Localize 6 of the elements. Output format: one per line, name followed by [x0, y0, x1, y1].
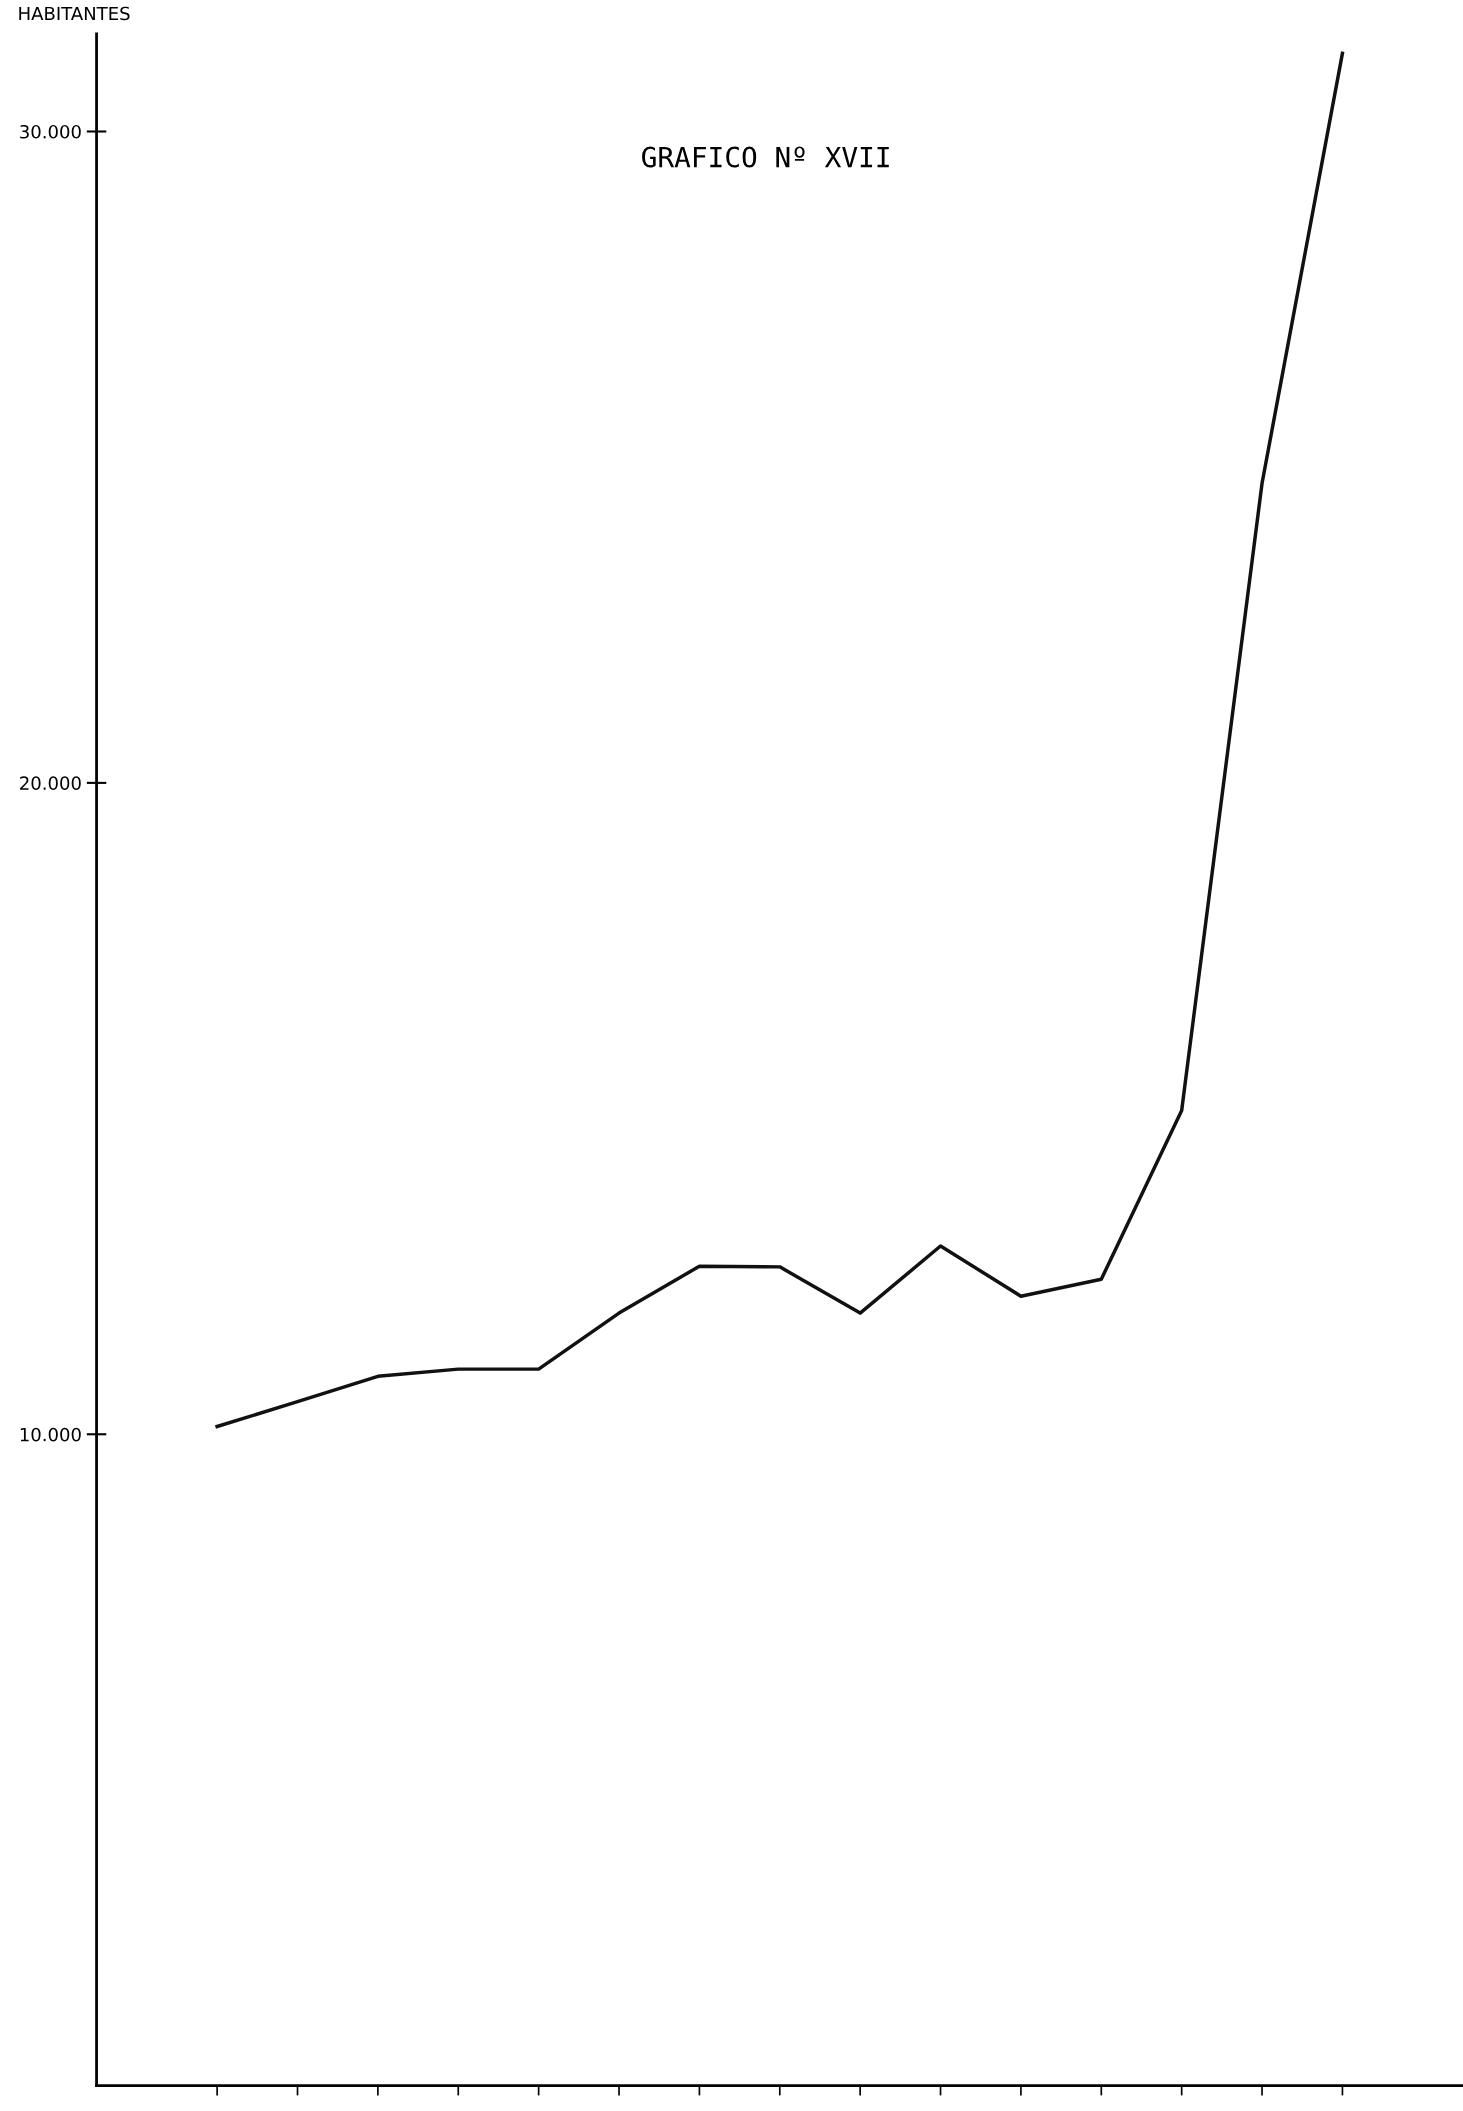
y-tick-label: 10.000: [20, 1427, 81, 1442]
y-tick-label: 30.000: [20, 124, 81, 139]
y-axis-title: HABITANTES: [19, 6, 130, 21]
y-tick-label: 20.000: [20, 776, 81, 790]
line-series: [215, 51, 1345, 1429]
text: GRAFICO Nº XVII: [642, 146, 889, 168]
